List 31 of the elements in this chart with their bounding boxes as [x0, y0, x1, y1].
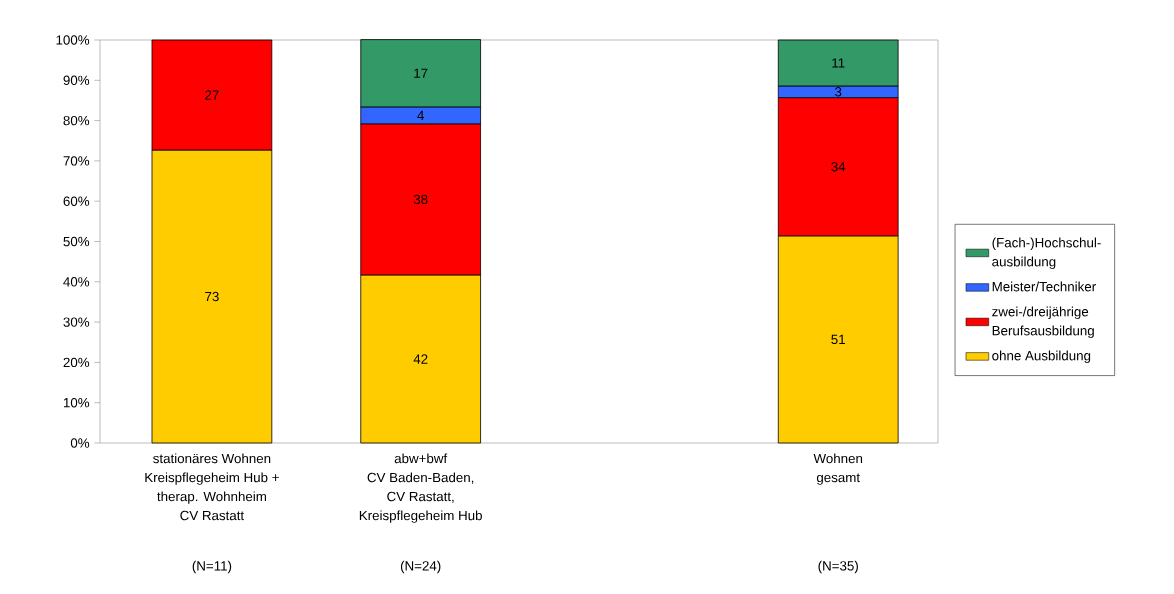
y-tick-label: 20%	[63, 357, 90, 368]
data-label: 73	[205, 291, 219, 302]
y-tick-label: 10%	[63, 397, 90, 408]
legend-label: zwei-/dreijährige Berufsausbildung	[992, 306, 1094, 339]
y-tick-label: 90%	[63, 75, 90, 86]
data-label: 17	[414, 68, 428, 78]
x-tick-label: Wohnen gesamt	[813, 453, 863, 485]
data-label: 4	[417, 110, 424, 120]
legend-label: (Fach-)Hochschul- ausbildung	[992, 237, 1101, 270]
data-label: 34	[831, 162, 846, 172]
text: (N=35)	[818, 560, 858, 574]
x-tick-label: abw+bwf CV Baden-Baden, CV Rastatt, Kreispflegeheim Hub	[359, 453, 482, 523]
y-tick-label: 40%	[63, 277, 90, 287]
data-label: 3	[835, 87, 842, 97]
y-tick-label: 50%	[63, 236, 90, 247]
legend-label: Meister/Techniker	[992, 281, 1096, 292]
y-tick-label: 100%	[56, 35, 90, 45]
data-label: 27	[205, 90, 219, 100]
data-label: 11	[832, 58, 845, 68]
data-label: 38	[413, 194, 428, 205]
legend-label: ohne Ausbildung	[992, 350, 1091, 364]
text: (N=11)	[192, 560, 232, 574]
y-tick-label: 70%	[63, 156, 90, 166]
y-tick-label: 60%	[63, 196, 90, 206]
data-label: 42	[413, 354, 428, 364]
text: (N=24)	[400, 560, 441, 574]
y-tick-label: 30%	[63, 317, 90, 327]
y-tick-label: 80%	[63, 115, 90, 126]
x-tick-label: stationäres Wohnen Kreispflegeheim Hub + therap. Wohnheim CV Rastatt	[145, 453, 279, 521]
data-label: 51	[831, 334, 845, 345]
y-tick-label: 0%	[70, 438, 90, 448]
